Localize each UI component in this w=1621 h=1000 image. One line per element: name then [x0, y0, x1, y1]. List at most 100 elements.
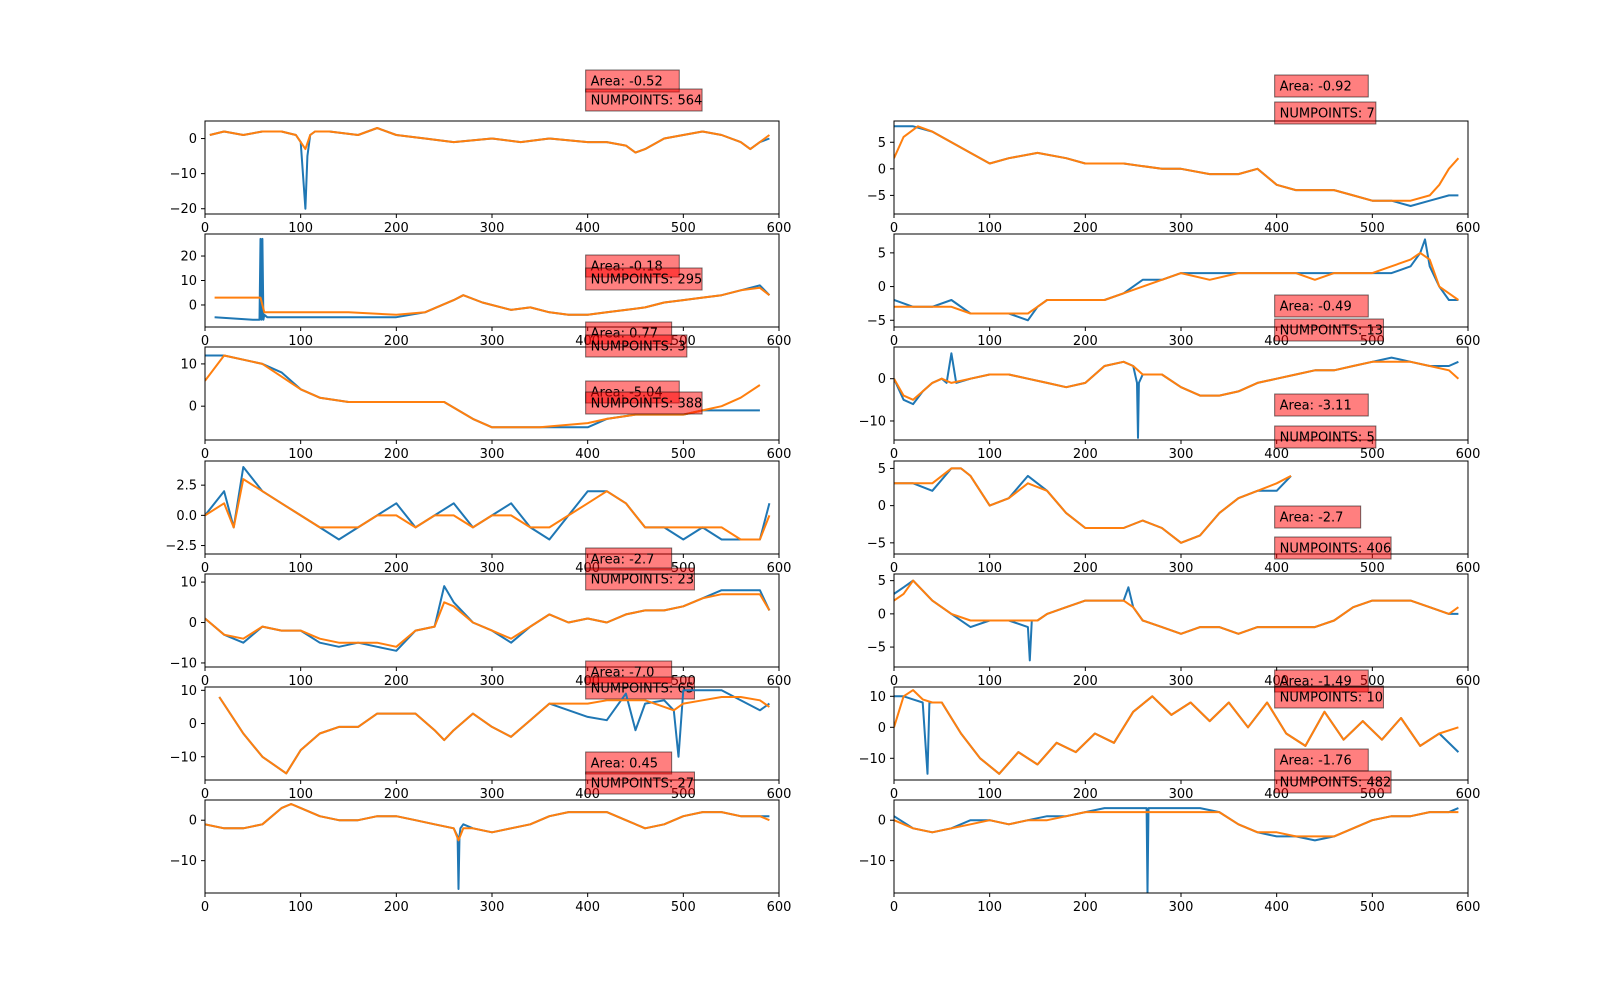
area-annotation: Area: -2.7 [1274, 505, 1362, 529]
y-tick-label: −5 [867, 314, 886, 329]
y-tick-label: −10 [170, 750, 197, 765]
x-tick-label: 300 [480, 674, 505, 689]
series-blue-line [205, 585, 771, 652]
x-tick-label: 100 [977, 334, 1002, 349]
subplot-7: 0 100 200 300 400 500 600 0 −10 [170, 799, 792, 915]
annotation-text: NUMPOINTS: 27 [591, 777, 694, 792]
x-tick-label: 0 [201, 787, 209, 802]
x-tick-label: 100 [288, 787, 313, 802]
x-tick-label: 300 [1169, 674, 1194, 689]
series-orange-line [218, 696, 770, 775]
x-tick-label: 200 [384, 900, 409, 915]
y-tick-label: −5 [867, 536, 886, 551]
y-tick-label: 10 [869, 690, 886, 705]
y-tick-label: 20 [180, 250, 197, 265]
axes-frame [204, 460, 780, 555]
annotation-box [1274, 505, 1362, 529]
annotation-text: Area: -2.7 [1280, 511, 1344, 526]
numpoints-annotation: NUMPOINTS: 388 [585, 391, 703, 415]
x-tick-label: 100 [977, 561, 1002, 576]
x-tick-label: 300 [480, 221, 505, 236]
y-tick-label: 0 [189, 132, 197, 147]
y-tick-label: 5 [878, 574, 886, 589]
x-tick-label: 0 [201, 900, 209, 915]
x-tick-label: 100 [288, 221, 313, 236]
x-tick-label: 600 [767, 447, 792, 462]
x-tick-label: 600 [767, 221, 792, 236]
series-orange-line [214, 286, 771, 316]
x-tick-label: 500 [1360, 900, 1385, 915]
y-tick-label: 0 [878, 721, 886, 736]
x-tick-label: 200 [384, 221, 409, 236]
annotation-box [1274, 294, 1369, 318]
axes-frame [204, 120, 780, 215]
y-tick-label: 5 [878, 136, 886, 151]
x-tick-label: 600 [1456, 561, 1481, 576]
x-tick-label: 400 [575, 221, 600, 236]
x-tick-label: 200 [1073, 561, 1098, 576]
x-tick-label: 100 [288, 900, 313, 915]
annotation-text: NUMPOINTS: 3 [591, 340, 686, 355]
annotation-box [585, 267, 703, 291]
annotation-box [585, 391, 703, 415]
subplot-2: 010020030040050060001020 [180, 233, 791, 349]
x-tick-label: 100 [288, 334, 313, 349]
annotation-box [1274, 536, 1392, 560]
annotation-text: Area: -0.92 [1280, 80, 1352, 95]
x-tick-label: 200 [1073, 334, 1098, 349]
x-tick-label: 600 [767, 561, 792, 576]
subplot-1: 0 100 200 300 400 500 600 0 −10 −20 [170, 120, 792, 236]
x-tick-label: 100 [977, 221, 1002, 236]
x-tick-label: 500 [671, 221, 696, 236]
y-tick-label: −10 [859, 752, 886, 767]
x-tick-label: 600 [767, 900, 792, 915]
x-tick-label: 100 [288, 561, 313, 576]
x-tick-label: 300 [480, 787, 505, 802]
area-annotation: Area: -0.49 [1274, 294, 1369, 318]
numpoints-annotation: NUMPOINTS: 23 [585, 567, 695, 591]
x-tick-label: 400 [575, 447, 600, 462]
y-tick-label: 0 [878, 372, 886, 387]
y-tick-label: 10 [180, 576, 197, 591]
x-tick-label: 0 [890, 561, 898, 576]
series-blue-line [205, 466, 771, 541]
area-annotation: Area: -0.52 [585, 69, 680, 93]
y-tick-label: 5 [878, 462, 886, 477]
x-tick-label: 600 [1456, 221, 1481, 236]
series-orange-line [894, 125, 1460, 202]
y-tick-label: 0 [189, 400, 197, 415]
x-tick-label: 200 [1073, 221, 1098, 236]
series-orange-line [894, 579, 1459, 635]
y-tick-label: 0.0 [176, 509, 197, 524]
annotation-text: NUMPOINTS: 406 [1280, 542, 1392, 557]
x-tick-label: 100 [288, 447, 313, 462]
x-tick-label: 300 [1169, 334, 1194, 349]
x-tick-label: 200 [384, 674, 409, 689]
y-tick-label: −20 [170, 202, 197, 217]
x-tick-label: 200 [384, 447, 409, 462]
annotation-box [1274, 770, 1392, 794]
y-tick-label: 0 [189, 717, 197, 732]
series-orange-line [894, 360, 1460, 401]
subplot-11: 0 100 200 300 400 500 600 5 0 −5 [867, 460, 1481, 576]
annotation-box [1274, 685, 1384, 709]
x-tick-label: 600 [1456, 334, 1481, 349]
annotation-text: NUMPOINTS: 482 [1280, 776, 1392, 791]
annotation-text: Area: -3.11 [1280, 399, 1352, 414]
y-tick-label: 2.5 [176, 479, 197, 494]
annotation-box [585, 334, 688, 358]
series-orange-line [894, 467, 1292, 544]
subplot-8: 0 100 200 300 400 500 600 5 0 −5 [867, 120, 1481, 236]
y-tick-label: 0 [878, 162, 886, 177]
x-tick-label: 200 [384, 561, 409, 576]
x-tick-label: 400 [1264, 447, 1289, 462]
area-annotation: Area: -1.76 [1274, 748, 1369, 772]
numpoints-annotation: NUMPOINTS: 482 [1274, 770, 1392, 794]
y-tick-label: 5 [878, 246, 886, 261]
y-tick-label: 0 [878, 814, 886, 829]
x-tick-label: 400 [1264, 561, 1289, 576]
x-tick-label: 100 [977, 447, 1002, 462]
x-tick-label: 100 [977, 787, 1002, 802]
numpoints-annotation: NUMPOINTS: 295 [585, 267, 703, 291]
